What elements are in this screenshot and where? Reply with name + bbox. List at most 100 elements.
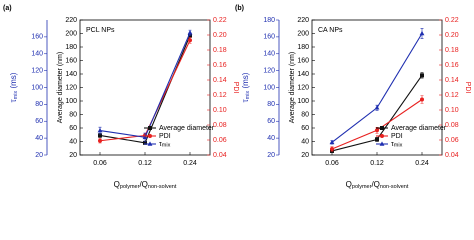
x-tick-label: 0.12 — [138, 160, 152, 167]
y-tick-label: 60 — [69, 125, 77, 132]
y-tick-label: 20 — [301, 152, 309, 159]
x-tick-label: 0.06 — [93, 160, 107, 167]
y-tick-label: 40 — [301, 138, 309, 145]
marker — [148, 134, 152, 138]
x-axis-title: Qpolymer/Qnon-solvent — [114, 180, 177, 190]
y-axis-title: Average diameter (nm) — [57, 52, 64, 123]
y-tick-label: 140 — [297, 71, 309, 78]
y2-tick-label: 0.10 — [213, 107, 227, 114]
legend-text: τ — [391, 141, 394, 148]
y2-tick-label: 0.18 — [445, 47, 459, 54]
y2-tick-label: 0.18 — [213, 47, 227, 54]
y2-tick-label: 0.20 — [213, 32, 227, 39]
y3-tick-label: 100 — [31, 84, 43, 91]
subscript: polymer — [120, 184, 140, 190]
label-part: Q — [114, 180, 120, 189]
marker — [97, 127, 103, 133]
y2-axis-title: PDI — [464, 82, 471, 94]
y-tick-label: 100 — [65, 98, 77, 105]
y3-tick-label: 120 — [263, 67, 275, 74]
legend-text: PDI — [391, 133, 403, 140]
legend-text: PDI — [159, 133, 171, 140]
legend-label: τmix — [159, 141, 171, 149]
marker — [379, 141, 385, 146]
y3-tick-label: 160 — [31, 34, 43, 41]
y-tick-label: 80 — [301, 111, 309, 118]
y2-tick-label: 0.16 — [445, 62, 459, 69]
y2-tick-label: 0.14 — [213, 77, 227, 84]
y3-axis-title: τmix (ms) — [9, 72, 19, 102]
marker — [419, 30, 425, 36]
y2-tick-label: 0.22 — [445, 17, 459, 24]
y2-tick-label: 0.08 — [213, 122, 227, 129]
marker — [380, 134, 384, 138]
subscript: mix — [245, 91, 251, 100]
label-part: (ms) — [241, 72, 250, 91]
y-tick-label: 140 — [65, 71, 77, 78]
marker — [142, 134, 148, 140]
y-tick-label: 80 — [69, 111, 77, 118]
marker — [329, 139, 335, 145]
y2-tick-label: 0.04 — [445, 152, 459, 159]
y3-tick-label: 40 — [267, 135, 275, 142]
y3-axis-title: τmix (ms) — [241, 72, 251, 102]
y-tick-label: 120 — [65, 84, 77, 91]
marker — [188, 33, 192, 38]
subscript: non-solvent — [380, 184, 409, 190]
y-tick-label: 220 — [65, 17, 77, 24]
marker — [98, 138, 102, 143]
marker — [420, 73, 424, 78]
y3-tick-label: 20 — [35, 152, 43, 159]
y3-tick-label: 120 — [31, 67, 43, 74]
y3-tick-label: 140 — [263, 51, 275, 58]
subscript: mix — [13, 91, 19, 100]
y-tick-label: 60 — [301, 125, 309, 132]
label-part: Q — [346, 180, 352, 189]
x-tick-label: 0.24 — [415, 160, 429, 167]
plot-frame — [311, 19, 443, 156]
y-tick-label: 180 — [297, 44, 309, 51]
y3-tick-label: 80 — [35, 101, 43, 108]
y2-tick-label: 0.12 — [445, 92, 459, 99]
x-tick-label: 0.12 — [370, 160, 384, 167]
y-tick-label: 220 — [297, 17, 309, 24]
y3-tick-label: 80 — [267, 101, 275, 108]
y2-tick-label: 0.06 — [213, 137, 227, 144]
legend-text: Average diameter — [391, 125, 447, 132]
y2-tick-label: 0.16 — [213, 62, 227, 69]
y-tick-label: 40 — [69, 138, 77, 145]
x-axis-title: Qpolymer/Qnon-solvent — [346, 180, 409, 190]
y-tick-label: 160 — [65, 57, 77, 64]
y2-tick-label: 0.06 — [445, 137, 459, 144]
y-tick-label: 200 — [65, 30, 77, 37]
marker — [380, 126, 384, 130]
y3-tick-label: 60 — [35, 118, 43, 125]
y3-tick-label: 160 — [263, 34, 275, 41]
label-part: τ — [9, 98, 18, 102]
subscript: non-solvent — [148, 184, 177, 190]
label-part: /Q — [139, 180, 147, 189]
marker — [420, 97, 424, 102]
series-line — [99, 32, 191, 138]
legend-label: Average diameter — [159, 125, 215, 132]
legend-label: PDI — [159, 133, 171, 140]
marker — [148, 126, 152, 130]
y3-tick-label: 20 — [267, 152, 275, 159]
legend-label: τmix — [391, 141, 403, 149]
marker — [98, 133, 102, 138]
marker — [375, 137, 379, 142]
y-tick-label: 200 — [297, 30, 309, 37]
y-axis-title: Average diameter (nm) — [289, 52, 296, 123]
marker — [375, 128, 379, 133]
y3-tick-label: 180 — [263, 17, 275, 24]
y2-tick-label: 0.10 — [445, 107, 459, 114]
label-part: τ — [241, 98, 250, 102]
figure: (a) PCL NPs 20 40 60 80 100 120 140 160 180 200 220 0… — [3, 5, 471, 191]
y2-tick-label: 0.20 — [445, 32, 459, 39]
panel-label: (a) — [3, 5, 12, 12]
y2-tick-label: 0.14 — [445, 77, 459, 84]
y2-tick-label: 0.12 — [213, 92, 227, 99]
subscript: polymer — [352, 184, 372, 190]
y2-tick-label: 0.22 — [213, 17, 227, 24]
legend-label: PDI — [391, 133, 403, 140]
